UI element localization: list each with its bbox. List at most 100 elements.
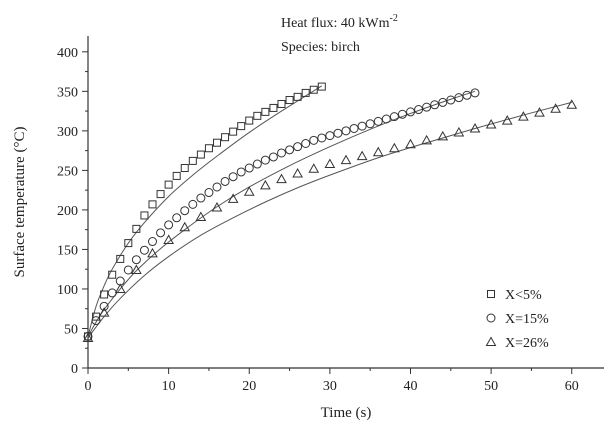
data-point — [308, 163, 320, 173]
fit-curves — [87, 85, 572, 339]
series-2-points — [83, 88, 480, 341]
data-point — [485, 119, 497, 129]
series-3-points — [82, 99, 578, 342]
data-point — [260, 179, 271, 190]
data-point — [98, 307, 110, 317]
x-tick-label: 60 — [565, 379, 579, 394]
y-tick-label: 150 — [57, 243, 78, 258]
data-point — [356, 150, 368, 161]
data-point — [365, 119, 375, 129]
data-point — [430, 100, 440, 110]
data-point — [180, 206, 190, 216]
data-point — [180, 164, 189, 173]
y-tick-label: 100 — [57, 283, 78, 298]
x-tick-label: 20 — [242, 379, 256, 394]
x-tick-label: 40 — [404, 379, 418, 394]
data-point — [389, 142, 400, 153]
heat-flux-text: Heat flux: 40 kWm — [281, 16, 390, 31]
data-point — [237, 122, 246, 131]
x-tick-label: 30 — [323, 379, 337, 394]
data-point — [82, 332, 94, 342]
data-point — [518, 111, 529, 121]
data-point — [268, 152, 278, 162]
data-point — [566, 99, 578, 109]
data-point — [324, 158, 336, 169]
data-point — [422, 102, 432, 112]
y-ticks: 0 50 100 150 200 250 300 350 400 — [57, 46, 88, 377]
data-point — [341, 126, 351, 136]
data-point — [406, 107, 415, 117]
y-axis-title: Surface temperature (°C) — [12, 127, 28, 278]
data-point — [340, 154, 352, 165]
data-point — [132, 224, 141, 233]
heat-flux-annotation: Heat flux: 40 kWm-2 — [281, 13, 398, 31]
data-point — [421, 134, 432, 145]
data-point — [501, 115, 513, 125]
data-point — [227, 193, 239, 203]
data-point — [534, 107, 545, 117]
x-axis-title: Time (s) — [321, 405, 372, 421]
data-point — [446, 95, 456, 105]
data-point — [437, 130, 449, 141]
data-point — [454, 93, 464, 103]
data-point — [453, 126, 465, 137]
data-point — [195, 211, 207, 222]
data-point — [309, 135, 319, 145]
data-point — [293, 142, 303, 152]
fit-curve-series-2 — [87, 90, 476, 337]
data-point — [229, 127, 238, 136]
x-tick-label: 50 — [484, 379, 498, 394]
data-point — [140, 211, 149, 220]
data-point — [285, 96, 294, 105]
data-point — [212, 182, 222, 192]
data-point — [277, 148, 286, 158]
species-annotation: Species: birch — [281, 40, 360, 55]
data-point — [172, 213, 182, 223]
y-tick-label: 250 — [57, 164, 78, 179]
y-tick-label: 300 — [57, 125, 78, 140]
data-point — [164, 220, 174, 230]
data-point — [245, 116, 254, 125]
data-point — [260, 155, 270, 165]
data-point — [148, 237, 157, 247]
y-tick-label: 0 — [71, 362, 78, 377]
data-point — [357, 121, 367, 131]
data-point — [373, 116, 383, 126]
heat-flux-exponent: -2 — [389, 13, 397, 24]
data-point — [114, 283, 126, 293]
data-point — [381, 114, 391, 124]
y-tick-label: 50 — [64, 322, 78, 337]
data-point — [349, 123, 359, 133]
data-point — [213, 138, 221, 147]
data-point — [292, 168, 303, 178]
data-point — [124, 239, 133, 248]
data-point — [179, 221, 191, 232]
data-point — [220, 176, 230, 186]
data-point — [139, 245, 149, 255]
data-point — [83, 331, 93, 341]
data-point — [147, 247, 158, 258]
y-tick-label: 350 — [57, 85, 78, 100]
legend-label: X=26% — [505, 336, 549, 351]
data-point — [228, 172, 238, 182]
data-point — [301, 139, 311, 149]
data-point — [148, 200, 157, 209]
data-point — [309, 85, 318, 94]
fit-curve-series-3 — [87, 101, 572, 339]
data-point — [405, 138, 416, 149]
x-tick-label: 10 — [162, 379, 176, 394]
fit-curve-series-1 — [87, 85, 323, 337]
data-point — [462, 90, 472, 100]
data-point — [293, 92, 302, 101]
data-point — [196, 150, 205, 159]
data-point — [389, 112, 399, 122]
data-point — [372, 146, 384, 157]
data-point — [172, 171, 181, 180]
data-point — [156, 228, 166, 238]
data-point — [108, 270, 117, 279]
data-points — [82, 82, 578, 342]
data-point — [156, 190, 165, 199]
data-point — [196, 193, 206, 203]
data-point — [269, 103, 278, 112]
series-1-points — [84, 82, 326, 341]
